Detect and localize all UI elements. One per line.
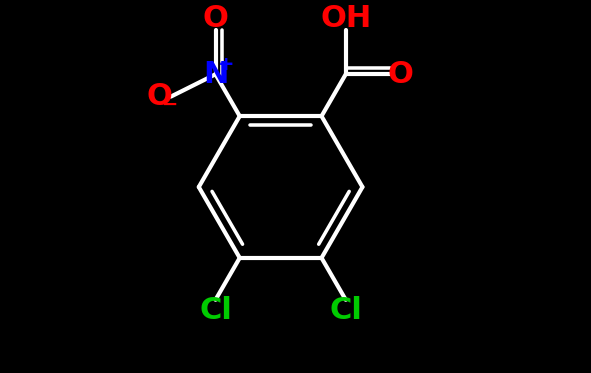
Text: −: − (162, 95, 178, 114)
Text: +: + (217, 55, 234, 74)
Text: O: O (388, 60, 414, 89)
Text: Cl: Cl (199, 297, 232, 325)
Text: OH: OH (320, 4, 371, 33)
Text: O: O (203, 4, 229, 33)
Text: N: N (203, 60, 228, 89)
Text: Cl: Cl (329, 297, 362, 325)
Text: O: O (146, 82, 172, 111)
